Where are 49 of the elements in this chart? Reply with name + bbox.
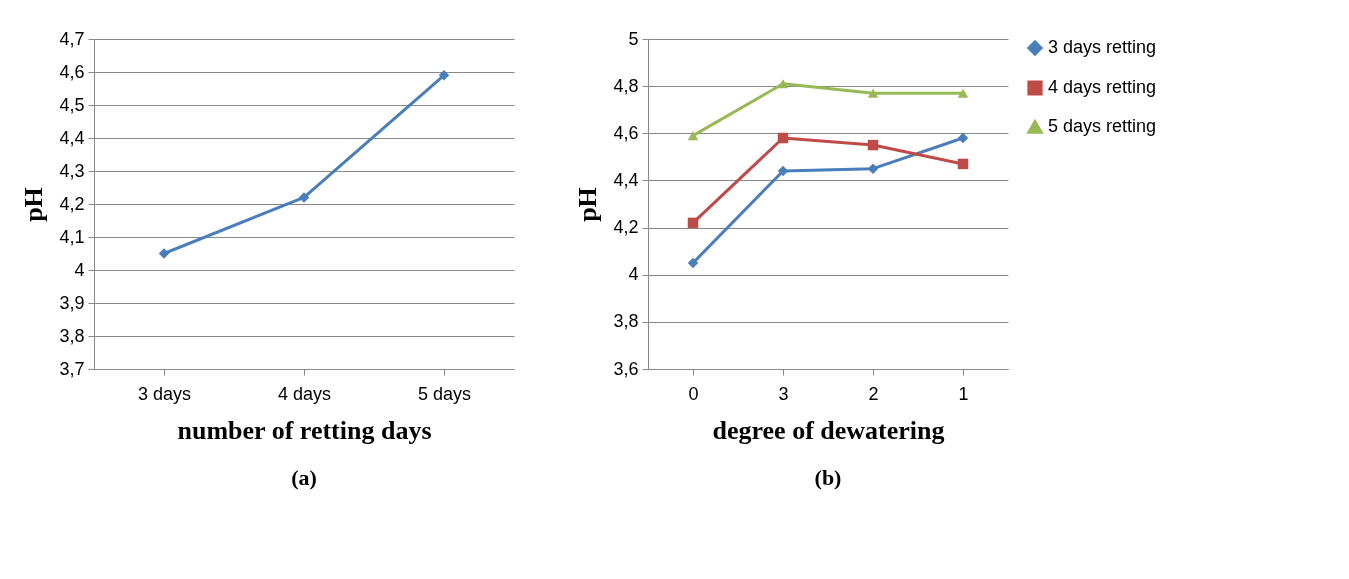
point (687, 257, 699, 269)
point (777, 132, 789, 144)
y-tick-label: 4,4 (59, 127, 85, 148)
y-tick-label: 4,8 (613, 75, 639, 96)
point (957, 158, 969, 170)
y-axis-title: pH (573, 187, 603, 222)
x-tick-label: 2 (868, 383, 879, 404)
y-tick-label: 4,3 (59, 160, 85, 181)
y-tick-label: 3,8 (59, 325, 85, 346)
legend-label: 3 days retting (1048, 37, 1157, 57)
point (867, 139, 879, 151)
x-tick-label: 1 (958, 383, 969, 404)
y-tick-label: 3,6 (613, 358, 639, 379)
legend-label: 4 days retting (1048, 77, 1157, 97)
y-tick-label: 4,6 (59, 61, 85, 82)
x-tick-label: 4 days (277, 383, 332, 404)
point (957, 132, 969, 144)
point (298, 192, 310, 203)
y-tick-label: 4,2 (59, 193, 85, 214)
point (957, 88, 969, 98)
x-tick-label: 5 days (417, 383, 472, 404)
y-tick-label: 4,4 (613, 169, 639, 190)
x-axis-title: number of retting days (177, 415, 432, 445)
y-tick-label: 4,7 (59, 28, 85, 49)
legend-label: 5 days retting (1048, 116, 1157, 136)
text: (a) (291, 465, 317, 490)
x-axis-title: degree of dewatering (712, 415, 945, 445)
y-axis-title: pH (19, 187, 49, 222)
point (158, 248, 170, 259)
y-tick-label: 4 (628, 264, 639, 285)
y-tick-label: 3,9 (59, 292, 85, 313)
y-tick-label: 4,2 (613, 217, 639, 238)
y-tick-label: 4,1 (59, 226, 85, 247)
point (867, 163, 879, 174)
x-tick-label: 3 days (137, 383, 192, 404)
point (687, 131, 699, 141)
point (777, 79, 789, 89)
y-tick-label: 5 (628, 28, 639, 49)
y-tick-label: 3,8 (613, 311, 639, 332)
point (867, 88, 879, 98)
point (687, 217, 699, 229)
x-tick-label: 0 (688, 383, 699, 404)
x-tick-label: 3 (778, 383, 789, 404)
y-tick-label: 4,5 (59, 94, 85, 115)
y-tick-label: 4,6 (613, 122, 639, 143)
text: (b) (814, 465, 842, 490)
y-tick-label: 4 (74, 259, 85, 280)
y-tick-label: 3,7 (59, 358, 85, 379)
point (438, 70, 450, 81)
